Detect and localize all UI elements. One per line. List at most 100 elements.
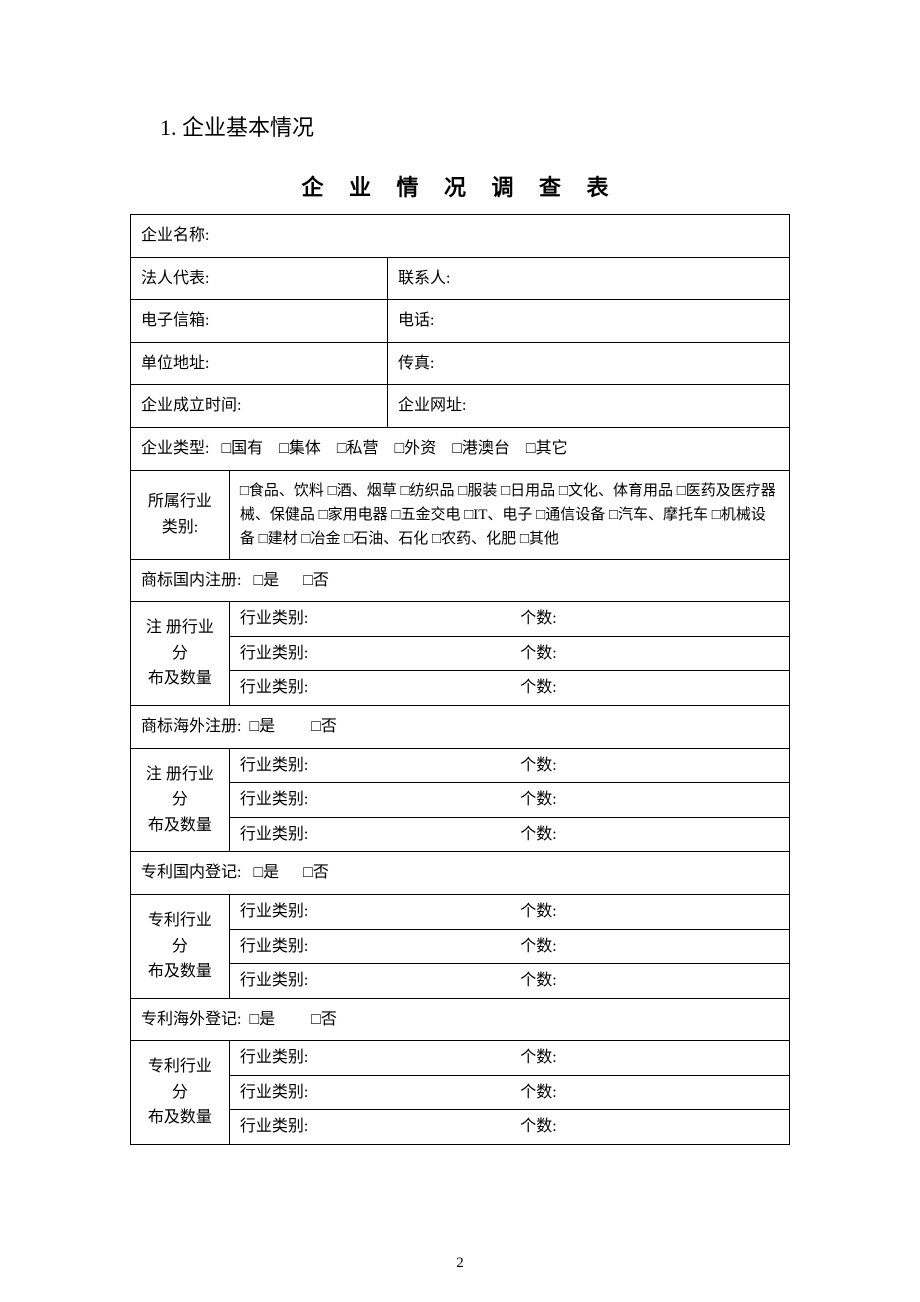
label-count: 个数: bbox=[520, 1045, 779, 1071]
table-row: 行业类别:个数: bbox=[131, 783, 790, 818]
table-row: 行业类别:个数: bbox=[131, 964, 790, 999]
cell-dist[interactable]: 行业类别:个数: bbox=[229, 602, 789, 637]
opt-yes: 是 bbox=[259, 1011, 275, 1028]
checkbox-icon[interactable]: □ bbox=[279, 440, 289, 457]
row-patent-overseas: 专利海外登记: □是 □否 bbox=[131, 998, 790, 1041]
table-row: 注 册行业分布及数量 行业类别:个数: bbox=[131, 602, 790, 637]
cell-dist[interactable]: 行业类别:个数: bbox=[229, 817, 789, 852]
cell-dist[interactable]: 行业类别:个数: bbox=[229, 1041, 789, 1076]
cell-dist[interactable]: 行业类别:个数: bbox=[229, 1110, 789, 1145]
cell-dist[interactable]: 行业类别:个数: bbox=[229, 1075, 789, 1110]
label-industry-type: 行业类别: bbox=[240, 1045, 520, 1071]
table-row: 行业类别:个数: bbox=[131, 671, 790, 706]
label-count: 个数: bbox=[520, 968, 779, 994]
checkbox-icon[interactable]: □ bbox=[395, 440, 405, 457]
label-patent-overseas: 专利海外登记: bbox=[141, 1011, 241, 1028]
cell-website[interactable]: 企业网址: bbox=[388, 385, 790, 428]
checkbox-icon[interactable]: □ bbox=[253, 864, 263, 881]
checkbox-icon[interactable]: □ bbox=[303, 572, 313, 589]
label-tm-overseas: 商标海外注册: bbox=[141, 718, 241, 735]
label-tm-domestic: 商标国内注册: bbox=[141, 572, 241, 589]
cell-dist[interactable]: 行业类别:个数: bbox=[229, 783, 789, 818]
label-reg-dist-1: 注 册行业分布及数量 bbox=[131, 602, 230, 706]
checkbox-icon[interactable]: □ bbox=[303, 864, 313, 881]
cell-dist[interactable]: 行业类别:个数: bbox=[229, 964, 789, 999]
table-row: 专利行业分布及数量 行业类别:个数: bbox=[131, 1041, 790, 1076]
label-count: 个数: bbox=[520, 1080, 779, 1106]
opt-state-owned: 国有 bbox=[231, 440, 263, 457]
cell-industry-options[interactable]: □食品、饮料 □酒、烟草 □纺织品 □服装 □日用品 □文化、体育用品 □医药及… bbox=[229, 470, 789, 559]
cell-dist[interactable]: 行业类别:个数: bbox=[229, 636, 789, 671]
cell-dist[interactable]: 行业类别:个数: bbox=[229, 748, 789, 783]
checkbox-icon[interactable]: □ bbox=[249, 718, 259, 735]
checkbox-icon[interactable]: □ bbox=[253, 572, 263, 589]
opt-yes: 是 bbox=[259, 718, 275, 735]
opt-collective: 集体 bbox=[289, 440, 321, 457]
row-address-fax: 单位地址: 传真: bbox=[131, 342, 790, 385]
row-company-name: 企业名称: bbox=[131, 215, 790, 258]
label-company-type: 企业类型: bbox=[141, 440, 209, 457]
cell-address[interactable]: 单位地址: bbox=[131, 342, 388, 385]
cell-patent-domestic[interactable]: 专利国内登记: □是 □否 bbox=[131, 852, 790, 895]
checkbox-icon[interactable]: □ bbox=[311, 718, 321, 735]
table-row: 行业类别:个数: bbox=[131, 1110, 790, 1145]
label-industry-type: 行业类别: bbox=[240, 1080, 520, 1106]
checkbox-icon[interactable]: □ bbox=[337, 440, 347, 457]
cell-fax[interactable]: 传真: bbox=[388, 342, 790, 385]
opt-no: 否 bbox=[313, 864, 329, 881]
label-industry-type: 行业类别: bbox=[240, 934, 520, 960]
cell-tm-overseas[interactable]: 商标海外注册: □是 □否 bbox=[131, 705, 790, 748]
label-industry-type: 行业类别: bbox=[240, 1114, 520, 1140]
table-row: 行业类别:个数: bbox=[131, 636, 790, 671]
checkbox-icon[interactable]: □ bbox=[526, 440, 536, 457]
row-founded-website: 企业成立时间: 企业网址: bbox=[131, 385, 790, 428]
table-row: 注 册行业分布及数量 行业类别:个数: bbox=[131, 748, 790, 783]
survey-form-table: 企业名称: 法人代表: 联系人: 电子信箱: 电话: 单位地址: 传真: 企业成… bbox=[130, 214, 790, 1145]
table-row: 行业类别:个数: bbox=[131, 1075, 790, 1110]
cell-company-type[interactable]: 企业类型: □国有 □集体 □私营 □外资 □港澳台 □其它 bbox=[131, 427, 790, 470]
cell-founded[interactable]: 企业成立时间: bbox=[131, 385, 388, 428]
label-industry-type: 行业类别: bbox=[240, 822, 520, 848]
row-patent-domestic: 专利国内登记: □是 □否 bbox=[131, 852, 790, 895]
cell-phone[interactable]: 电话: bbox=[388, 300, 790, 343]
cell-legal-rep[interactable]: 法人代表: bbox=[131, 257, 388, 300]
checkbox-icon[interactable]: □ bbox=[311, 1011, 321, 1028]
checkbox-icon[interactable]: □ bbox=[221, 440, 231, 457]
label-industry-type: 行业类别: bbox=[240, 968, 520, 994]
label-industry-type: 行业类别: bbox=[240, 641, 520, 667]
opt-foreign: 外资 bbox=[404, 440, 436, 457]
table-row: 专利行业分布及数量 行业类别:个数: bbox=[131, 894, 790, 929]
opt-no: 否 bbox=[313, 572, 329, 589]
row-legal-contact: 法人代表: 联系人: bbox=[131, 257, 790, 300]
table-row: 行业类别:个数: bbox=[131, 817, 790, 852]
label-industry-type: 行业类别: bbox=[240, 675, 520, 701]
cell-dist[interactable]: 行业类别:个数: bbox=[229, 894, 789, 929]
label-count: 个数: bbox=[520, 606, 779, 632]
cell-tm-domestic[interactable]: 商标国内注册: □是 □否 bbox=[131, 559, 790, 602]
section-heading: 1. 企业基本情况 bbox=[160, 110, 790, 142]
cell-patent-overseas[interactable]: 专利海外登记: □是 □否 bbox=[131, 998, 790, 1041]
table-row: 行业类别:个数: bbox=[131, 929, 790, 964]
label-patent-dist-2: 专利行业分布及数量 bbox=[131, 1041, 230, 1145]
label-industry-category: 所属行业类别: bbox=[131, 470, 230, 559]
row-industry-category: 所属行业类别: □食品、饮料 □酒、烟草 □纺织品 □服装 □日用品 □文化、体… bbox=[131, 470, 790, 559]
label-count: 个数: bbox=[520, 899, 779, 925]
opt-other: 其它 bbox=[536, 440, 568, 457]
checkbox-icon[interactable]: □ bbox=[249, 1011, 259, 1028]
document-page: 1. 企业基本情况 企 业 情 况 调 查 表 企业名称: 法人代表: 联系人:… bbox=[0, 0, 920, 1302]
opt-hk-mo-tw: 港澳台 bbox=[462, 440, 510, 457]
label-count: 个数: bbox=[520, 1114, 779, 1140]
cell-company-name[interactable]: 企业名称: bbox=[131, 215, 790, 258]
label-patent-dist-1: 专利行业分布及数量 bbox=[131, 894, 230, 998]
cell-dist[interactable]: 行业类别:个数: bbox=[229, 929, 789, 964]
opt-no: 否 bbox=[321, 1011, 337, 1028]
row-tm-domestic: 商标国内注册: □是 □否 bbox=[131, 559, 790, 602]
row-company-type: 企业类型: □国有 □集体 □私营 □外资 □港澳台 □其它 bbox=[131, 427, 790, 470]
label-industry-type: 行业类别: bbox=[240, 899, 520, 925]
cell-email[interactable]: 电子信箱: bbox=[131, 300, 388, 343]
label-count: 个数: bbox=[520, 641, 779, 667]
row-email-phone: 电子信箱: 电话: bbox=[131, 300, 790, 343]
cell-dist[interactable]: 行业类别:个数: bbox=[229, 671, 789, 706]
checkbox-icon[interactable]: □ bbox=[452, 440, 462, 457]
cell-contact-person[interactable]: 联系人: bbox=[388, 257, 790, 300]
